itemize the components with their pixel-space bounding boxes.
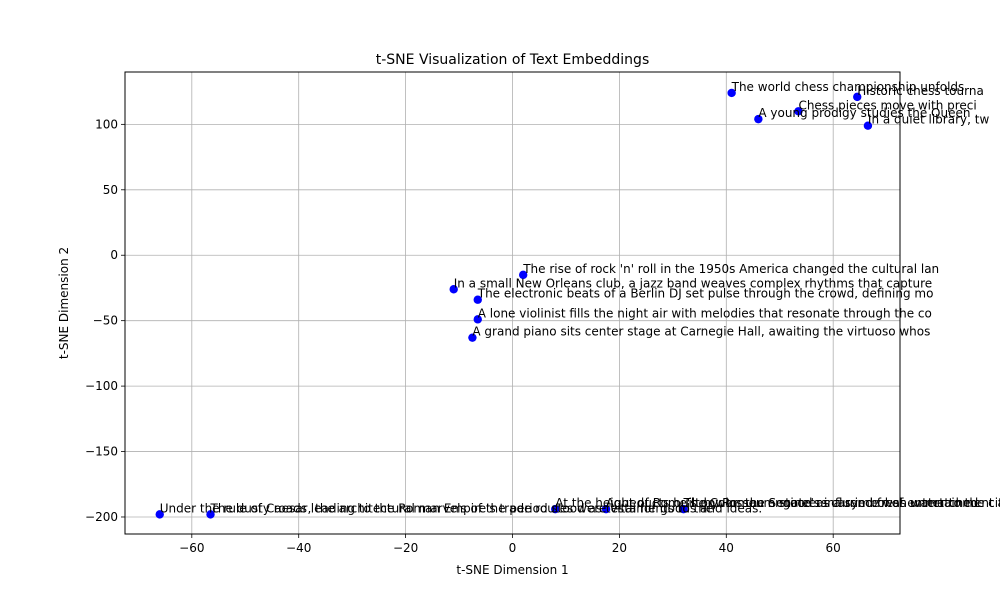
point-label: The rise of rock 'n' roll in the 1950s A… <box>522 262 939 276</box>
x-tick-label: 60 <box>826 541 841 555</box>
y-tick-label: −200 <box>85 510 118 524</box>
y-tick-label: −50 <box>93 314 118 328</box>
point-annotations: The world chess championship unfoldsHist… <box>160 80 1000 515</box>
grid-lines <box>125 72 900 534</box>
y-tick-label: 100 <box>95 117 118 131</box>
x-tick-label: −20 <box>393 541 418 555</box>
y-tick-label: 0 <box>110 248 118 262</box>
x-tick-label: 40 <box>719 541 734 555</box>
x-tick-label: −60 <box>179 541 204 555</box>
point-label: The dusty roads leading to the Roman Emp… <box>210 501 763 515</box>
point-label: In a quiet library, tw <box>868 113 990 127</box>
point-label: The world chess championship unfolds <box>731 80 965 94</box>
data-point <box>206 510 215 519</box>
data-point <box>449 285 458 294</box>
data-point <box>518 270 528 280</box>
data-point <box>473 315 482 324</box>
data-point <box>727 88 736 98</box>
data-point <box>863 121 873 130</box>
data-point <box>794 107 803 116</box>
point-label: At the height of Rome's power, the Senat… <box>555 496 978 510</box>
x-tick-label: 20 <box>612 541 627 555</box>
point-label: A grand piano sits center stage at Carne… <box>472 325 930 339</box>
data-point <box>473 295 482 304</box>
data-point <box>754 114 763 124</box>
y-tick-label: 50 <box>103 183 118 197</box>
x-axis-label: t-SNE Dimension 1 <box>456 563 568 577</box>
point-label: Historic chess tourna <box>857 84 984 98</box>
point-label: Under the rule of Caesar, the architectu… <box>160 501 714 515</box>
point-label: Chess pieces move with preci <box>798 98 976 112</box>
data-point <box>853 92 862 102</box>
point-label: The Colosseum stood as a symbol of enter… <box>683 496 1000 510</box>
data-point <box>679 504 688 514</box>
point-label: A lone violinist fills the night air wit… <box>478 306 932 320</box>
data-point <box>468 333 477 342</box>
point-label: Aqueducts built by Roman engineers carri… <box>606 496 1000 510</box>
y-tick-label: −100 <box>85 379 118 393</box>
point-label: A young prodigy studies the Queen <box>758 106 970 120</box>
y-tick-label: −150 <box>85 445 118 459</box>
data-point <box>155 510 164 519</box>
x-tick-label: −40 <box>286 541 311 555</box>
chart-title: t-SNE Visualization of Text Embeddings <box>376 52 650 68</box>
data-point <box>551 504 560 514</box>
point-label: The electronic beats of a Berlin DJ set … <box>477 287 934 301</box>
point-label: In a small New Orleans club, a jazz band… <box>454 276 932 290</box>
x-tick-label: 0 <box>509 541 517 555</box>
data-point <box>601 504 611 514</box>
y-axis-label: t-SNE Dimension 2 <box>57 247 71 359</box>
data-points <box>155 88 873 519</box>
